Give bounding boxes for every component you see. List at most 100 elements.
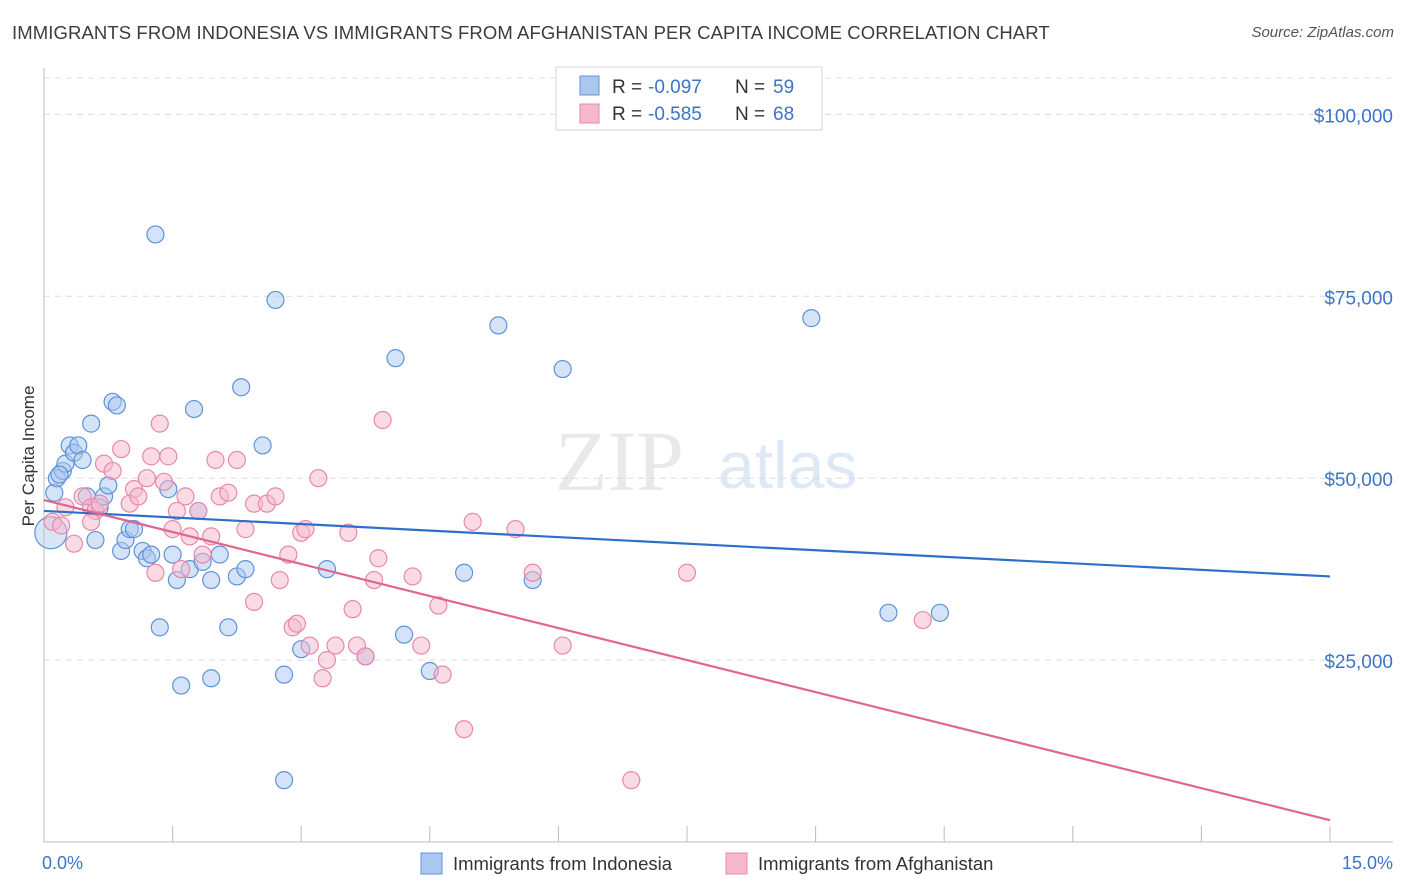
legend-n-value-pink: 68	[773, 104, 794, 125]
indonesia-point-23	[146, 225, 165, 244]
afghanistan-point-64	[90, 494, 109, 513]
afghanistan-point-57	[463, 512, 482, 531]
bottom-legend-swatch-blue	[420, 852, 443, 875]
afghanistan-point-37	[287, 614, 307, 633]
indonesia-point-9	[82, 414, 101, 433]
legend-r-value-blue: -0.097	[648, 77, 702, 98]
indonesia-point-43	[274, 771, 294, 790]
y-tick-labels: $25,000 $50,000 $75,000 $100,000	[1314, 106, 1393, 673]
indonesia-point-47	[386, 349, 405, 368]
afghanistan-trend-line	[43, 498, 1331, 822]
afghanistan-point-13	[137, 469, 156, 488]
indonesia-point-15	[107, 396, 126, 415]
y-tick-label-0: $25,000	[1324, 652, 1393, 673]
afghanistan-point-30	[244, 592, 264, 611]
afghanistan-point-60	[553, 636, 572, 655]
afghanistan-point-63	[913, 610, 932, 630]
legend-r-value-pink: -0.585	[648, 104, 702, 125]
watermark-zip: ZIP	[555, 413, 684, 509]
indonesia-point-26	[163, 545, 182, 564]
indonesia-point-58	[73, 450, 92, 470]
afghanistan-point-66	[154, 472, 174, 491]
afghanistan-point-53	[412, 636, 431, 655]
afghanistan-point-29	[236, 520, 255, 539]
y-tick-label-3: $100,000	[1314, 106, 1393, 127]
chart-source: Source: ZipAtlas.com	[1251, 24, 1394, 41]
afghanistan-point-55	[433, 665, 452, 684]
watermark: ZIP atlas	[555, 413, 857, 509]
legend-swatch-pink	[579, 103, 600, 124]
indonesia-point-19	[124, 520, 144, 539]
indonesia-point-28	[172, 676, 191, 695]
afghanistan-point-1	[52, 516, 71, 535]
indonesia-point-56	[930, 603, 950, 622]
indonesia-point-34	[202, 669, 221, 688]
indonesia-point-55	[879, 603, 898, 622]
afghanistan-point-67	[82, 512, 101, 531]
afghanistan-point-23	[193, 545, 212, 564]
afghanistan-point-8	[103, 461, 122, 481]
afghanistan-point-56	[454, 720, 474, 739]
afghanistan-point-3	[64, 534, 84, 553]
x-tick-label-max: 15.0%	[1342, 853, 1393, 873]
afghanistan-point-41	[309, 469, 328, 488]
afghanistan-point-14	[142, 447, 161, 466]
bottom-legend-label-afghanistan: Immigrants from Afghanistan	[758, 853, 993, 874]
indonesia-point-54	[802, 309, 821, 328]
afghanistan-point-54	[429, 596, 448, 615]
indonesia-point-24	[150, 618, 169, 637]
afghanistan-point-43	[317, 650, 337, 670]
indonesia-point-50	[454, 563, 474, 582]
trend-lines	[43, 498, 1331, 822]
legend-n-label-pink: N =	[735, 104, 765, 125]
y-tick-label-2: $75,000	[1324, 288, 1393, 309]
legend-r-label-pink: R =	[612, 104, 642, 125]
legend-r-label-blue: R =	[612, 77, 642, 98]
afghanistan-point-65	[163, 520, 182, 539]
indonesia-point-42	[274, 665, 294, 684]
afghanistan-point-33	[266, 487, 285, 506]
series-afghanistan-points	[43, 410, 932, 790]
y-tick-label-1: $50,000	[1324, 470, 1393, 491]
afghanistan-point-27	[219, 483, 238, 502]
indonesia-point-38	[232, 378, 251, 397]
afghanistan-point-12	[129, 487, 148, 506]
indonesia-point-57	[50, 465, 69, 484]
indonesia-point-48	[394, 625, 414, 644]
indonesia-point-40	[253, 436, 272, 455]
afghanistan-point-25	[206, 450, 225, 470]
afghanistan-point-44	[326, 636, 345, 655]
indonesia-point-10	[86, 530, 105, 550]
indonesia-point-51	[489, 316, 508, 335]
afghanistan-point-17	[159, 447, 178, 466]
afghanistan-point-52	[403, 567, 422, 586]
y-axis-label: Per Capita Income	[19, 386, 38, 527]
indonesia-point-41	[266, 290, 285, 310]
indonesia-point-33	[202, 570, 221, 590]
afghanistan-point-59	[523, 563, 542, 582]
indonesia-point-39	[236, 560, 255, 579]
afghanistan-point-19	[172, 560, 191, 579]
afghanistan-point-48	[356, 647, 375, 666]
x-tick-label-min: 0.0%	[42, 853, 83, 873]
indonesia-point-35	[210, 545, 229, 564]
indonesia-trend-line	[43, 509, 1331, 578]
axes-layer	[43, 68, 1393, 843]
afghanistan-point-34	[270, 570, 289, 590]
afghanistan-point-58	[506, 520, 525, 539]
afghanistan-point-15	[146, 563, 165, 582]
afghanistan-point-42	[313, 669, 332, 688]
indonesia-point-30	[184, 399, 204, 419]
indonesia-point-22	[142, 545, 161, 564]
indonesia-point-53	[553, 359, 572, 379]
afghanistan-point-50	[369, 549, 388, 568]
afghanistan-point-62	[677, 563, 697, 582]
watermark-atlas: atlas	[718, 428, 857, 502]
afghanistan-point-16	[150, 414, 169, 433]
afghanistan-point-18	[167, 501, 186, 521]
afghanistan-point-22	[189, 501, 208, 521]
legend-box	[555, 66, 823, 131]
afghanistan-point-61	[622, 771, 641, 790]
indonesia-point-36	[219, 618, 238, 637]
